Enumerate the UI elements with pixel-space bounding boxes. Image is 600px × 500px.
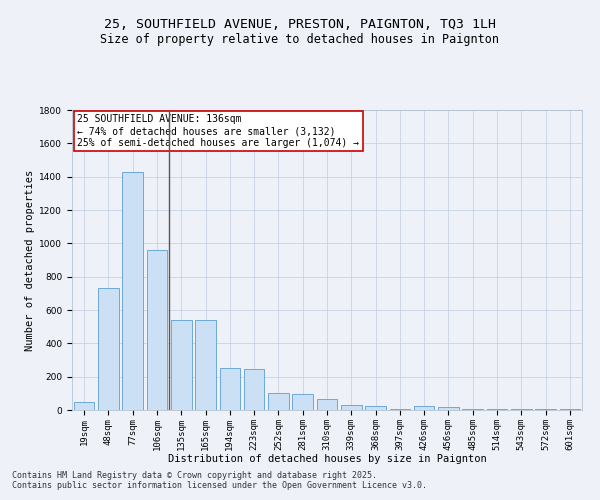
Bar bbox=[463, 409, 483, 410]
Bar bbox=[560, 409, 580, 410]
Text: 25 SOUTHFIELD AVENUE: 136sqm
← 74% of detached houses are smaller (3,132)
25% of: 25 SOUTHFIELD AVENUE: 136sqm ← 74% of de… bbox=[77, 114, 359, 148]
Bar bbox=[74, 402, 94, 410]
Bar bbox=[98, 288, 119, 410]
Bar bbox=[292, 394, 313, 410]
Bar bbox=[268, 394, 289, 410]
Bar bbox=[389, 409, 410, 410]
Bar bbox=[511, 409, 532, 410]
Text: Contains HM Land Registry data © Crown copyright and database right 2025.
Contai: Contains HM Land Registry data © Crown c… bbox=[12, 470, 427, 490]
Bar bbox=[487, 409, 508, 410]
Bar bbox=[244, 369, 265, 410]
Bar bbox=[171, 320, 191, 410]
Text: Size of property relative to detached houses in Paignton: Size of property relative to detached ho… bbox=[101, 32, 499, 46]
Bar bbox=[365, 406, 386, 410]
Bar bbox=[220, 368, 240, 410]
Bar bbox=[535, 409, 556, 410]
Bar bbox=[438, 406, 459, 410]
Bar bbox=[317, 399, 337, 410]
Y-axis label: Number of detached properties: Number of detached properties bbox=[25, 170, 35, 350]
Bar bbox=[122, 172, 143, 410]
Bar bbox=[414, 406, 434, 410]
Text: 25, SOUTHFIELD AVENUE, PRESTON, PAIGNTON, TQ3 1LH: 25, SOUTHFIELD AVENUE, PRESTON, PAIGNTON… bbox=[104, 18, 496, 30]
Bar bbox=[341, 406, 362, 410]
Bar bbox=[146, 250, 167, 410]
X-axis label: Distribution of detached houses by size in Paignton: Distribution of detached houses by size … bbox=[167, 454, 487, 464]
Bar bbox=[195, 320, 216, 410]
